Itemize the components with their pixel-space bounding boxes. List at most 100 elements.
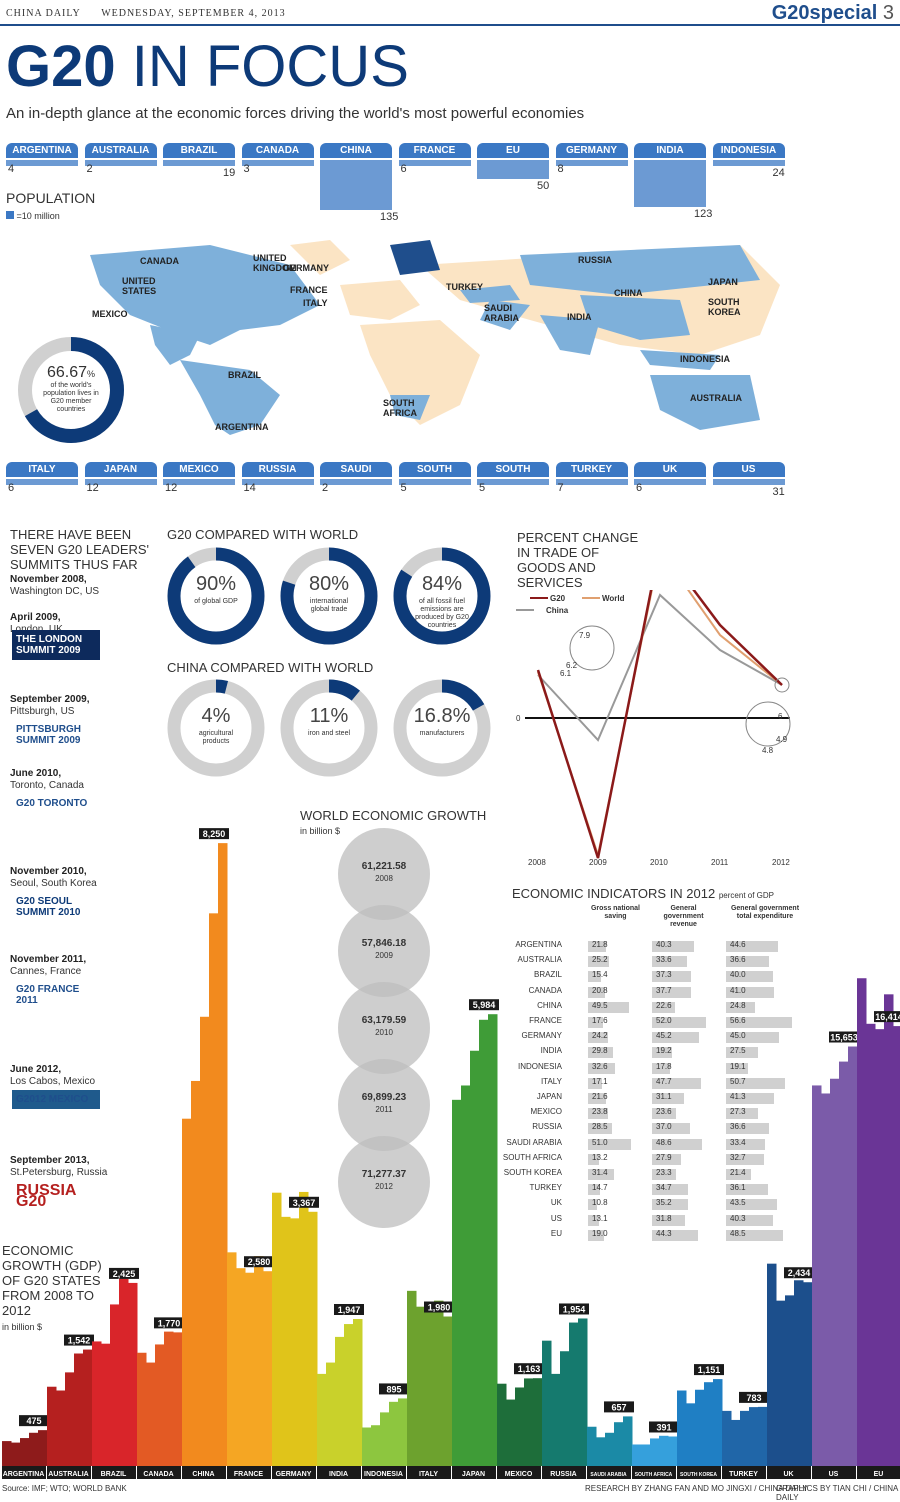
china_vs_world-donut-0: [167, 679, 265, 777]
growth-year-2: 2010: [375, 1028, 393, 1037]
indicator-value-d-17: 43.5: [730, 1198, 746, 1208]
gdp-cat-label-3: CANADA: [143, 1471, 173, 1478]
summit-logo-3: G20 TORONTO: [16, 798, 88, 809]
header-rule: [0, 24, 900, 26]
gdp-bar-7-2: [335, 1336, 345, 1466]
indicator-bar-d-12: [726, 1123, 769, 1135]
map-label-10: SAUDI ARABIA: [484, 303, 519, 323]
indicator-value-d-7: 27.5: [730, 1046, 746, 1056]
indicator-value-d-19: 48.5: [730, 1228, 746, 1238]
gdp-group-18: US 15,653: [812, 1031, 859, 1479]
gdp-bar-8-2: [380, 1412, 390, 1466]
indicator-bar-d-14: [726, 1153, 765, 1165]
bottom_row-value-1: 12: [86, 482, 99, 494]
issue-date: WEDNESDAY, SEPTEMBER 4, 2013: [101, 8, 286, 19]
top_row-tab-7: GERMANY: [555, 143, 628, 158]
indicator-bar-d-7: [726, 1047, 759, 1059]
indicator-value-b-7: 19.2: [656, 1046, 672, 1056]
gdp-bar-14-3: [659, 1435, 669, 1466]
indicator-bar-a-13: [588, 1138, 631, 1150]
gdp-bar-16-4: [758, 1406, 768, 1466]
gdp-bar-11-4: [533, 1378, 543, 1466]
indicator-value-a-0: 21.8: [592, 940, 608, 949]
gdp-cat-bg-19: [857, 1466, 900, 1479]
bottom_row-value-3: 14: [243, 482, 256, 494]
gdp-value-label-18: 15,653: [830, 1032, 858, 1042]
gdp-bar-0-1: [11, 1442, 21, 1466]
china_vs_world-donut-value-2: 16.8%: [413, 705, 471, 727]
top_row-tab-2: BRAZIL: [163, 143, 235, 158]
gdp-bar-15-1: [686, 1403, 696, 1466]
gdp-cat-bg-15: [677, 1466, 721, 1479]
bottom_row-value-7: 7: [557, 482, 564, 494]
gdp-cat-label-11: MEXICO: [505, 1471, 533, 1478]
map-label-0: CANADA: [140, 256, 179, 266]
bottom_row-tab-7: TURKEY: [555, 462, 628, 477]
gdp-bar-12-4: [578, 1318, 588, 1466]
gdp-bar-14-0: [632, 1444, 642, 1466]
bottom_row-bar-1: [84, 479, 157, 485]
title-bold: G20: [6, 34, 116, 99]
indicator-col-head-2: General government total expenditure: [730, 905, 800, 920]
indicator-bar-b-6: [652, 1032, 699, 1044]
page-number: 3: [882, 2, 894, 24]
top_row-bar-8: [634, 160, 706, 207]
gdp-value-bg-12: [559, 1303, 589, 1315]
indicator-bar-d-16: [726, 1184, 769, 1196]
growth-value-3: 69,899.23: [361, 1092, 407, 1103]
gdp-bar-0-4: [38, 1430, 48, 1466]
gdp-bar-17-3: [794, 1280, 804, 1466]
indicator-bar-d-6: [726, 1032, 779, 1044]
g20_vs_world-donut-label-0: of global GDP: [194, 598, 238, 605]
gdp-bar-3-1: [146, 1362, 156, 1466]
gdp-bar-18-2: [830, 1078, 840, 1466]
callout-48: 4.8: [762, 746, 774, 755]
summit-logo-4: G20 SEOUL SUMMIT 2010: [16, 896, 81, 918]
indicator-value-b-11: 23.6: [656, 1107, 672, 1117]
population-legend-swatch: [6, 211, 14, 219]
indicator-bar-b-7: [652, 1047, 672, 1059]
top_row-value-5: 6: [400, 163, 407, 175]
gdp-cat-label-9: ITALY: [419, 1471, 438, 1478]
top_row-bar-4: [320, 160, 392, 210]
gdp-value-bg-0: [19, 1415, 49, 1427]
top_row-value-0: 4: [8, 163, 15, 175]
gdp-cat-bg-11: [497, 1466, 541, 1479]
gdp-cat-label-10: JAPAN: [462, 1471, 485, 1478]
gdp-value-bg-13: [604, 1401, 634, 1413]
indicator-country-12: RUSSIA: [532, 1122, 562, 1132]
indicator-bar-a-7: [588, 1047, 613, 1059]
callout-6: 6: [778, 712, 783, 721]
gdp-bar-4-1: [191, 1080, 201, 1466]
china_vs_world-donut-fill-1: [280, 679, 378, 777]
bottom_row-tab-4: SAUDI ARABIA: [320, 462, 392, 490]
zero-label: 0: [516, 714, 521, 723]
gdp-value-bg-4: [199, 828, 229, 840]
gdp-group-11: MEXICO 1,163: [497, 1363, 544, 1479]
g20_vs_world-donut-fill-0: [167, 547, 265, 645]
gdp-bar-9-3: [434, 1300, 444, 1466]
gdp-bar-9-0: [407, 1290, 417, 1466]
gdp-bar-6-0: [272, 1192, 282, 1466]
indicator-value-a-16: 14.7: [592, 1183, 608, 1193]
callout-end: [774, 677, 790, 693]
population-legend: =10 million: [6, 211, 60, 221]
gdp-bar-12-2: [560, 1351, 570, 1466]
gdp-bar-8-4: [398, 1398, 408, 1466]
gdp-bar-3-2: [155, 1344, 165, 1466]
indicator-bar-d-18: [726, 1214, 774, 1226]
gdp-value-label-5: 2,580: [248, 1257, 271, 1267]
map-label-15: JAPAN: [708, 277, 738, 287]
gdp-cat-label-4: CHINA: [192, 1471, 214, 1478]
summit-date-0: November 2008,: [10, 574, 87, 585]
indicator-bar-d-2: [726, 971, 773, 983]
footer-graphics: GRAPHICS BY TIAN CHI / CHINA DAILY: [776, 1484, 898, 1502]
gdp-value-label-7: 1,947: [338, 1305, 361, 1315]
gdp-cat-bg-3: [137, 1466, 181, 1479]
top_row-value-1: 2: [86, 163, 93, 175]
indicators-unit: percent of GDP: [718, 891, 774, 900]
indicator-bar-a-18: [588, 1214, 599, 1226]
bottom_row-tab-0: ITALY: [6, 462, 78, 477]
gdp-cat-label-18: US: [829, 1471, 839, 1478]
indicator-country-9: ITALY: [540, 1076, 562, 1086]
